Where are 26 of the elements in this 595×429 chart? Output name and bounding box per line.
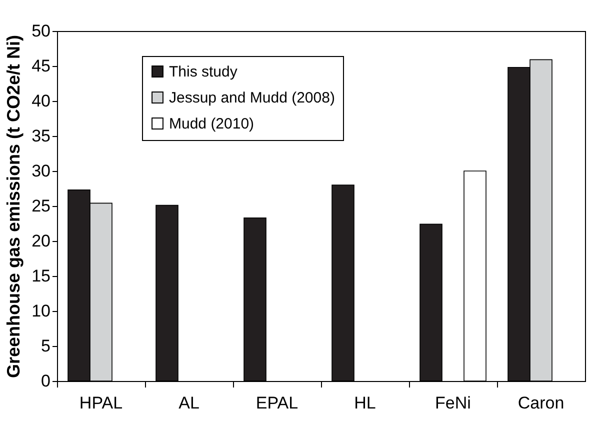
y-tick-label: 25: [32, 196, 50, 216]
bar: [156, 204, 178, 382]
bar: [420, 224, 442, 382]
legend-label: Mudd (2010): [169, 116, 254, 132]
y-tick-label: 50: [32, 22, 50, 40]
legend-label: Jessup and Mudd (2008): [169, 90, 335, 106]
y-tick-label: 0: [41, 372, 50, 390]
y-tick-label: 40: [32, 92, 50, 110]
legend-label: This study: [169, 64, 238, 80]
y-tick-label: 30: [32, 162, 50, 180]
y-tick-label: 45: [32, 56, 50, 76]
bar: [244, 218, 266, 382]
x-tick-label: EPAL: [256, 394, 298, 412]
y-tick-label: 5: [41, 336, 50, 356]
x-tick-label: AL: [178, 394, 200, 412]
bar: [332, 184, 354, 382]
y-tick-label: 20: [32, 232, 50, 250]
x-tick-label: HPAL: [79, 394, 123, 412]
x-tick-label: FeNi: [435, 394, 471, 412]
bar: [464, 170, 486, 382]
x-tick-label: Caron: [518, 394, 564, 412]
y-tick-label: 15: [32, 266, 50, 286]
x-tick-label: HL: [354, 394, 376, 412]
y-tick-label: 10: [32, 302, 50, 320]
y-tick-label: 35: [32, 126, 50, 146]
y-axis-title: Greenhouse gas emissions (t CO2e/t Ni): [4, 34, 24, 378]
